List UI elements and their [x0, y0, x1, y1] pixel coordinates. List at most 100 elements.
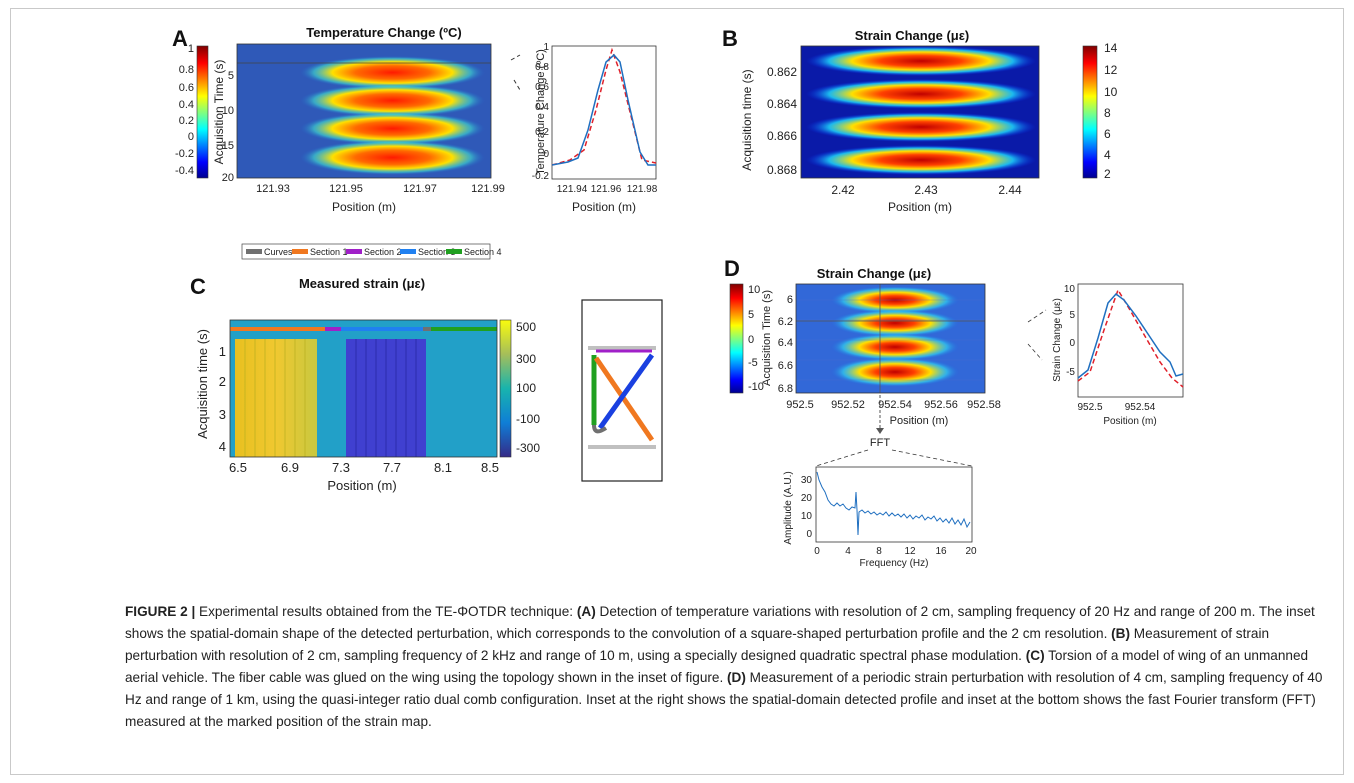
- panel-a-title: Temperature Change (ºC): [306, 25, 461, 40]
- caption-figure-label: FIGURE 2 |: [125, 604, 196, 619]
- panel-d-colorbar: [729, 283, 744, 394]
- panel-b: B Strain Change (με) Acquisition time (s…: [722, 26, 1118, 214]
- x-tick: 121.99: [471, 183, 505, 195]
- x-tick: 952.5: [786, 399, 814, 411]
- caption-text-a: Detection of temperature variations with…: [125, 604, 1315, 641]
- cbar-tick: 300: [516, 352, 536, 366]
- panel-a-ylabel: Acquisition Time (s): [212, 60, 226, 165]
- x-tick: 8: [876, 546, 882, 557]
- cbar-tick: 5: [748, 309, 754, 321]
- caption-text-d: Measurement of a periodic strain perturb…: [125, 670, 1323, 729]
- panel-b-yticks: 0.862 0.864 0.866 0.868: [767, 65, 797, 177]
- topology-section-3: [597, 353, 655, 430]
- y-tick: 0.8: [535, 62, 549, 73]
- heatmap-band: [806, 145, 1036, 175]
- y-tick: 20: [801, 493, 813, 504]
- y-tick: 0: [543, 149, 549, 160]
- cbar-tick: 0.8: [179, 64, 194, 76]
- topology-curve: [592, 424, 608, 434]
- legend-label: Section 2: [364, 247, 402, 257]
- heatmap-band: [830, 309, 960, 337]
- panel-a-xlabel: Position (m): [332, 200, 396, 214]
- fft-xticks: 0 4 8 12 16 20: [814, 546, 977, 557]
- x-tick: 121.94: [557, 184, 588, 195]
- y-tick: 10: [801, 511, 813, 522]
- section-bar-3: [341, 327, 423, 331]
- x-tick: 20: [965, 546, 977, 557]
- panel-a-yticks: 5 10 15 20: [222, 70, 234, 184]
- y-tick: 0: [806, 529, 812, 540]
- panel-c-legend: [241, 243, 491, 260]
- x-tick: 7.7: [383, 460, 401, 475]
- fft-connector: [815, 449, 869, 467]
- heatmap-band: [806, 79, 1036, 109]
- panel-b-colorbar: [1082, 45, 1098, 179]
- topology-section-1: [593, 356, 655, 442]
- panel-d-ylabel: Acquisition Time (s): [761, 290, 773, 386]
- inset-ylabel: Strain Change (με): [1052, 298, 1063, 382]
- cbar-tick: -5: [748, 357, 758, 369]
- fft-arrow-head: [876, 428, 884, 434]
- caption-text-c: Torsion of a model of wing of an unmanne…: [125, 648, 1309, 685]
- legend-swatch-curves: [246, 249, 262, 254]
- panel-d-colorbar-ticks: 10 5 0 -5 -10: [748, 284, 764, 393]
- y-tick: 0.868: [767, 163, 797, 177]
- y-tick: 4: [219, 439, 226, 454]
- panel-c-stripes: [244, 339, 306, 457]
- panel-letter-b: B: [722, 26, 738, 51]
- y-tick: -0.2: [532, 171, 550, 182]
- x-tick: 952.54: [878, 399, 912, 411]
- section-bar-curve: [423, 327, 431, 331]
- x-tick: 12: [904, 546, 916, 557]
- panel-b-xlabel: Position (m): [888, 200, 952, 214]
- cbar-tick: 100: [516, 381, 536, 395]
- y-tick: 3: [219, 407, 226, 422]
- cbar-tick: -10: [748, 381, 764, 393]
- x-tick: 121.95: [329, 183, 363, 195]
- legend-swatch-section-2: [346, 249, 362, 254]
- fft-label: FFT: [870, 437, 890, 449]
- y-tick: -5: [1066, 367, 1075, 378]
- inset-connector: [510, 54, 521, 61]
- x-tick: 4: [845, 546, 851, 557]
- y-tick: 0.866: [767, 129, 797, 143]
- cbar-tick: 6: [1104, 127, 1111, 141]
- x-tick: 8.1: [434, 460, 452, 475]
- y-tick: 0.6: [535, 82, 549, 93]
- x-tick: 952.54: [1125, 402, 1156, 413]
- caption-tag-b: (B): [1111, 626, 1131, 641]
- x-tick: 2.44: [998, 183, 1022, 197]
- fft-curve: [816, 471, 971, 536]
- x-tick: 121.98: [627, 184, 658, 195]
- x-tick: 952.52: [831, 399, 865, 411]
- cbar-tick: 10: [748, 284, 760, 296]
- inset-xlabel: Position (m): [572, 200, 636, 214]
- inset-connector: [1027, 309, 1047, 323]
- heatmap-band: [806, 46, 1036, 76]
- cbar-tick: 0.4: [179, 99, 194, 111]
- panel-c-stripes-blue: [355, 339, 417, 457]
- inset-xticks: 121.94 121.96 121.98: [557, 184, 658, 195]
- x-tick: 7.3: [332, 460, 350, 475]
- y-tick: 1: [543, 42, 549, 53]
- cbar-tick: -0.2: [175, 148, 194, 160]
- y-tick: 20: [222, 172, 234, 184]
- y-tick: 10: [1064, 284, 1076, 295]
- heatmap-band: [300, 112, 485, 145]
- panel-c-ylabel: Acquisition time (s): [195, 329, 210, 439]
- y-tick: 15: [222, 140, 234, 152]
- cbar-tick: 500: [516, 320, 536, 334]
- inset-connector: [1027, 343, 1043, 361]
- legend-swatch-section-4: [446, 249, 462, 254]
- section-bar-1: [230, 327, 325, 331]
- cbar-tick: 1: [188, 43, 194, 55]
- heatmap-band: [300, 56, 485, 89]
- cbar-tick: 0: [748, 334, 754, 346]
- section-bar-4: [431, 327, 497, 331]
- heatmap-region: [235, 339, 317, 457]
- x-tick: 121.93: [256, 183, 290, 195]
- panel-c-title: Measured strain (με): [299, 276, 425, 291]
- panel-c-xticks: 6.5 6.9 7.3 7.7 8.1 8.5: [229, 460, 499, 475]
- caption-intro: Experimental results obtained from the T…: [195, 604, 577, 619]
- fft-ylabel: Amplitude (A.U.): [783, 471, 794, 544]
